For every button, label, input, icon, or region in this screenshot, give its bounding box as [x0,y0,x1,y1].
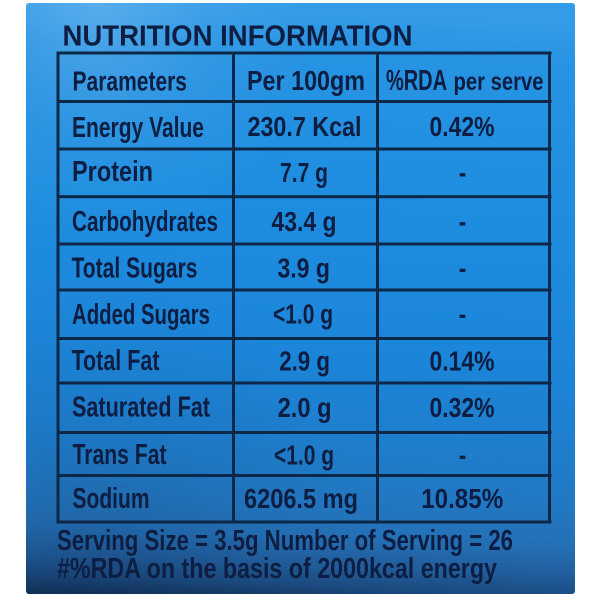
svg-text:#%RDA on the basis of 2000kcal: #%RDA on the basis of 2000kcal energy [57,553,497,585]
svg-text:-: - [459,252,467,283]
svg-text:Carbohydrates: Carbohydrates [72,206,218,238]
svg-text:3.9 g: 3.9 g [277,252,330,283]
svg-text:<1.0 g: <1.0 g [274,440,334,471]
svg-text:-: - [459,206,467,237]
svg-text:Trans Fat: Trans Fat [73,439,167,471]
svg-text:Added Sugars: Added Sugars [72,299,210,331]
svg-text:0.42%: 0.42% [430,111,495,142]
svg-text:Serving Size = 3.5g Number of: Serving Size = 3.5g Number of Serving = … [57,525,513,557]
svg-text:7.7 g: 7.7 g [280,157,328,188]
svg-text:6206.5 mg: 6206.5 mg [244,483,358,514]
svg-text:230.7 Kcal: 230.7 Kcal [248,111,362,142]
svg-text:Per 100gm: Per 100gm [247,65,365,96]
svg-text:2.0 g: 2.0 g [278,392,332,423]
svg-text:10.85%: 10.85% [421,483,503,514]
svg-text:-: - [459,299,467,330]
svg-text:Protein: Protein [72,156,153,188]
svg-text:2.9 g: 2.9 g [279,346,330,377]
svg-text:<1.0 g: <1.0 g [273,299,333,330]
svg-text:Parameters: Parameters [73,66,188,97]
svg-text:43.4 g: 43.4 g [272,206,337,237]
svg-text:Energy Value: Energy Value [72,112,204,144]
svg-text:Total Fat: Total Fat [72,345,160,377]
svg-text:Total Sugars: Total Sugars [72,252,198,284]
svg-text:per serve: per serve [454,68,544,96]
svg-text:NUTRITION INFORMATION: NUTRITION INFORMATION [63,20,413,52]
svg-text:0.32%: 0.32% [430,392,495,423]
svg-text:0.14%: 0.14% [430,346,495,377]
svg-text:Saturated Fat: Saturated Fat [72,392,210,424]
svg-text:-: - [459,440,467,471]
svg-text:Sodium: Sodium [73,483,150,515]
svg-text:-: - [459,157,467,188]
svg-text:%RDA: %RDA [386,65,447,97]
